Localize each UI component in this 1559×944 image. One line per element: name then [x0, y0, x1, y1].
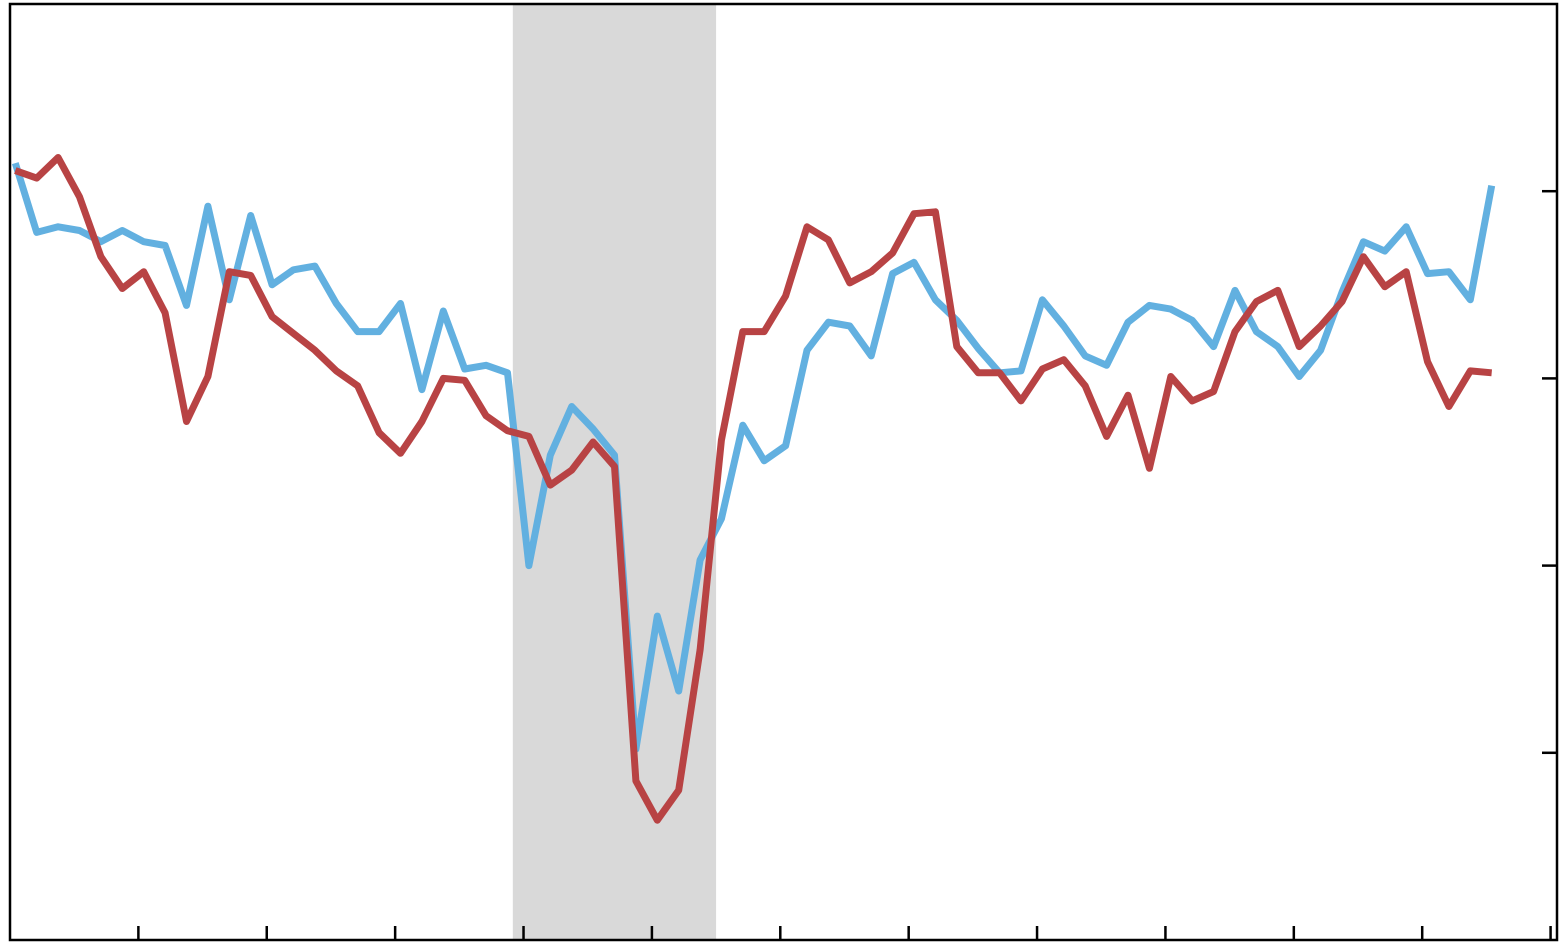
line-series [11, 162, 1496, 753]
plot-frame [8, 2, 1559, 942]
line-series [14, 154, 1493, 824]
